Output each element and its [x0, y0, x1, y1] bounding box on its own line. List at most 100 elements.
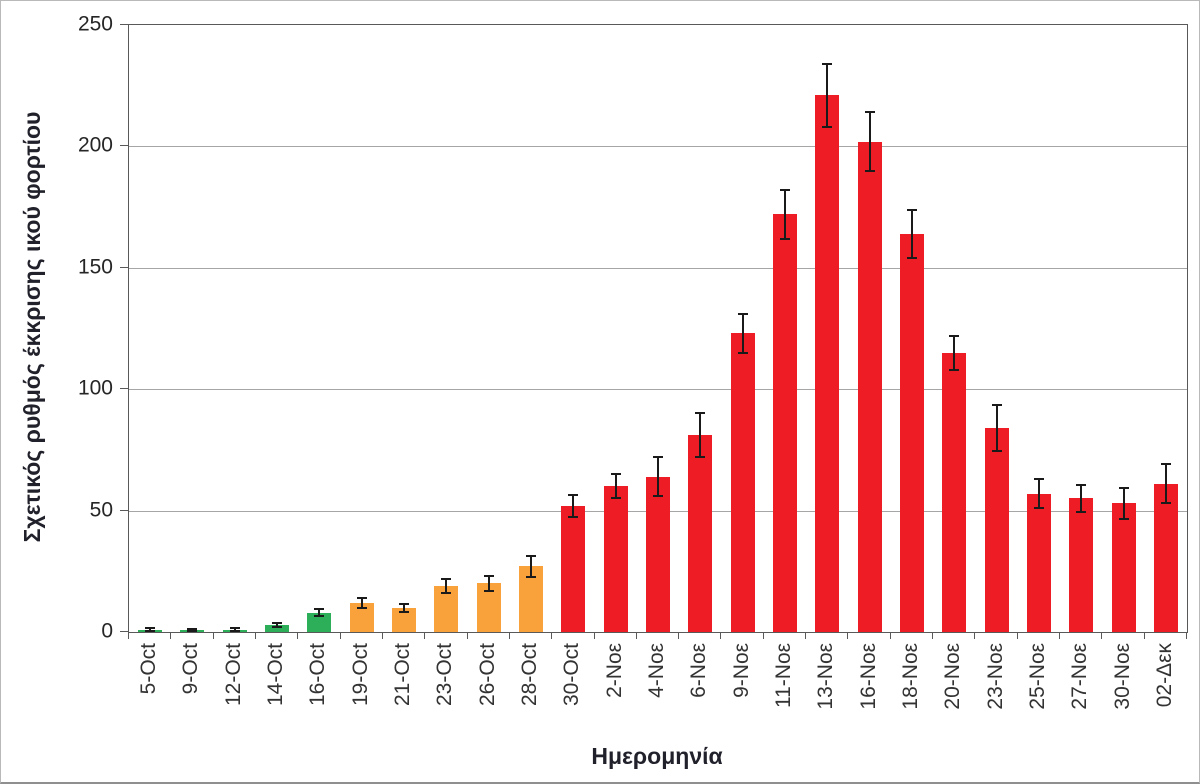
error-bar-cap: [272, 621, 283, 624]
error-bar-cap: [949, 368, 960, 371]
x-tick-mark: [382, 632, 383, 639]
error-bar-cap: [737, 312, 748, 315]
error-bar: [572, 494, 575, 517]
x-tick-label: 30-Oct: [560, 643, 584, 707]
x-tick-mark: [890, 632, 891, 639]
error-bar-cap: [568, 515, 579, 518]
x-tick-mark: [678, 632, 679, 639]
error-bar-cap: [145, 627, 156, 630]
x-tick-mark: [1101, 632, 1102, 639]
error-bar-cap: [991, 450, 1002, 453]
x-tick-mark: [340, 632, 341, 639]
error-bar-cap: [356, 597, 367, 599]
x-tick-label: 16-Oct: [306, 643, 330, 707]
x-tick-label: 4-Νοε: [645, 643, 668, 698]
y-tick-mark: [120, 145, 128, 147]
bar-4-Νοε: [646, 476, 670, 632]
error-bar: [995, 404, 998, 452]
error-bar: [910, 209, 913, 259]
error-bar-cap: [610, 473, 621, 476]
error-bar-cap: [695, 412, 706, 415]
y-tick-label: 250: [77, 12, 113, 36]
error-bar-cap: [1033, 507, 1044, 510]
error-bar-cap: [483, 589, 494, 592]
x-tick-label: 23-Oct: [433, 643, 457, 707]
error-bar: [699, 413, 702, 458]
error-bar-cap: [441, 592, 452, 595]
error-bar: [783, 190, 786, 239]
bar-16-Νοε: [857, 141, 882, 632]
x-tick-label: 14-Oct: [264, 643, 288, 707]
y-tick-label: 200: [77, 133, 113, 157]
x-tick-mark: [847, 632, 848, 639]
error-bar-cap: [906, 208, 917, 211]
x-tick-mark: [636, 632, 637, 639]
error-bar-cap: [399, 602, 410, 605]
error-bar-cap: [737, 351, 748, 354]
x-tick-mark: [128, 632, 129, 639]
error-bar: [1164, 464, 1167, 504]
x-tick-label: 21-Oct: [391, 643, 415, 707]
x-tick-label: 9-Oct: [179, 643, 203, 695]
error-bar-cap: [187, 630, 198, 633]
error-bar-cap: [653, 495, 663, 498]
error-bar-cap: [822, 125, 833, 128]
x-tick-label: 16-Νοε: [856, 643, 880, 710]
error-bar-cap: [356, 606, 367, 609]
x-tick-label: 19-Oct: [348, 643, 372, 707]
error-bar: [445, 578, 448, 594]
x-tick-mark: [1144, 632, 1145, 639]
bar-20-Νοε: [942, 352, 967, 632]
error-bar: [826, 63, 829, 127]
error-bar: [868, 112, 871, 171]
y-axis-title: Σχετικός ρυθμός έκκρισης ικού φορτίου: [19, 111, 45, 543]
x-tick-label: 12-Oct: [221, 643, 245, 707]
error-bar-cap: [1160, 463, 1171, 466]
x-tick-mark: [1186, 632, 1187, 639]
y-tick-label: 50: [89, 498, 113, 522]
error-bar: [403, 603, 406, 612]
error-bar-cap: [779, 189, 790, 192]
x-tick-label: 18-Νοε: [898, 643, 922, 710]
error-bar-cap: [1118, 486, 1129, 489]
bar-2-Νοε: [603, 486, 628, 632]
plot-area: [128, 24, 1188, 633]
bar-02-Δεκ: [1153, 483, 1178, 632]
error-bar-cap: [1076, 484, 1087, 487]
x-tick-mark: [551, 632, 552, 639]
error-bar-cap: [1160, 502, 1171, 505]
error-bar-cap: [145, 629, 156, 632]
y-tick-label: 150: [77, 255, 113, 279]
y-tick-mark: [120, 388, 128, 390]
x-tick-label: 28-Oct: [518, 643, 542, 707]
error-bar-cap: [864, 111, 875, 114]
error-bar-cap: [1118, 518, 1129, 521]
x-tick-label: 2-Νοε: [602, 643, 626, 698]
error-bar: [741, 313, 744, 353]
x-tick-mark: [1017, 632, 1018, 639]
bar-30-Oct: [561, 505, 586, 632]
error-bar-cap: [822, 62, 833, 65]
y-tick-mark: [120, 266, 128, 268]
gridline: [129, 389, 1187, 391]
x-tick-mark: [170, 632, 171, 639]
error-bar-cap: [949, 334, 960, 337]
x-tick-mark: [467, 632, 468, 639]
error-bar-cap: [695, 456, 706, 459]
y-tick-label: 0: [101, 619, 113, 643]
gridline: [129, 146, 1187, 148]
x-tick-mark: [720, 632, 721, 639]
error-bar-cap: [526, 576, 537, 579]
error-bar: [318, 608, 321, 617]
error-bar-cap: [864, 169, 875, 172]
x-tick-label: 9-Νοε: [729, 643, 753, 698]
x-tick-mark: [1059, 632, 1060, 639]
x-tick-mark: [213, 632, 214, 639]
error-bar-cap: [314, 615, 325, 618]
error-bar-cap: [399, 610, 410, 613]
error-bar-cap: [187, 628, 198, 631]
error-bar: [1080, 485, 1083, 512]
gridline: [129, 267, 1187, 269]
error-bar: [1122, 487, 1125, 520]
x-tick-label: 5-Oct: [137, 643, 161, 695]
